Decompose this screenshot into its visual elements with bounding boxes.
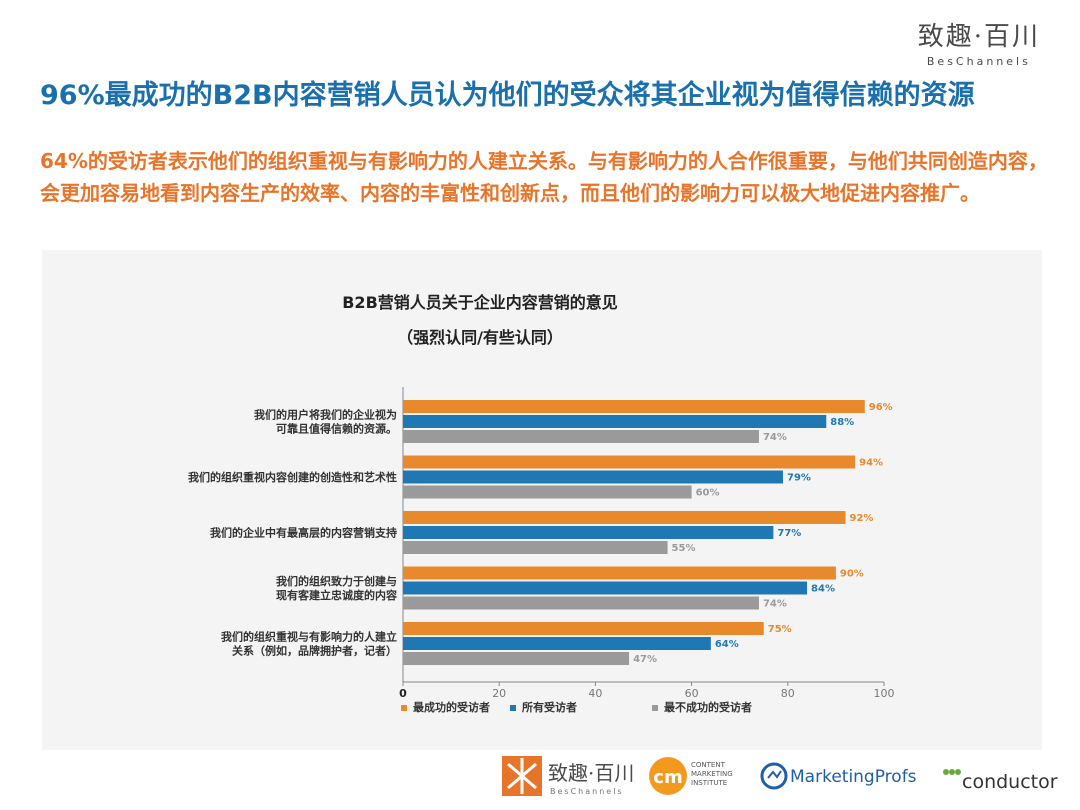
chart-title: B2B营销人员关于企业内容营销的意见 [342, 293, 618, 312]
logo-cmi-line2: MARKETING [691, 770, 733, 778]
logo-conductor-text: conductor [962, 771, 1058, 793]
brand-name-cn: 致趣·百川 [917, 22, 1040, 52]
data-label: 84% [811, 584, 835, 595]
cmi-logo: cm CONTENT MARKETING INSTITUTE [649, 757, 733, 795]
category-label: 可靠且值得信赖的资源。 [276, 422, 397, 436]
bar [403, 511, 846, 524]
category-label: 关系（例如，品牌拥护者，记者） [232, 644, 397, 658]
brand-logo: 致趣·百川 BesChannels [918, 16, 1040, 68]
x-tick-label: 0 [399, 687, 407, 700]
data-label: 88% [830, 417, 854, 428]
category-label: 我们的用户将我们的企业视为 [254, 408, 397, 422]
logo-cmi-line3: INSTITUTE [691, 779, 727, 787]
data-label: 60% [696, 488, 720, 499]
x-tick-label: 40 [588, 687, 602, 700]
bar [403, 485, 692, 499]
data-label: 77% [777, 528, 801, 539]
bar [403, 470, 783, 484]
x-tick-label: 100 [874, 687, 895, 700]
data-label: 94% [859, 458, 883, 469]
data-label: 92% [850, 513, 874, 524]
logo-cmi-mark: cm [653, 767, 682, 788]
logo-marketingprofs-text: MarketingProfs [790, 767, 917, 787]
page-headline: 96%最成功的B2B内容营销人员认为他们的受众将其企业视为值得信赖的资源 [40, 80, 975, 111]
category-label: 现有客建立忠诚度的内容 [276, 588, 397, 602]
legend-label: 最成功的受访者 [413, 700, 490, 714]
category-label: 我们的组织重视内容创建的创造性和艺术性 [188, 470, 397, 484]
bar [403, 541, 668, 554]
bar [403, 430, 759, 443]
category-label: 我们的企业中有最高层的内容营销支持 [210, 526, 397, 540]
data-label: 74% [763, 432, 787, 443]
marketingprofs-logo: MarketingProfs [760, 762, 917, 790]
bar [403, 581, 808, 595]
data-label: 74% [763, 599, 787, 610]
data-label: 96% [869, 402, 893, 413]
bar [403, 622, 764, 635]
brand-name-en: BesChannels [926, 55, 1031, 68]
beschannels-logo: 致趣·百川 BesChannels [502, 756, 634, 796]
x-tick-label: 60 [685, 687, 699, 700]
bar [403, 415, 827, 428]
bar [403, 455, 856, 469]
legend-swatch [652, 705, 658, 711]
legend-label: 最不成功的受访者 [664, 700, 752, 714]
logo-cmi-line1: CONTENT [691, 761, 726, 769]
chart-subtitle: （强烈认同/有些认同） [397, 328, 563, 347]
logo-beschannels-cn: 致趣·百川 [548, 761, 634, 785]
bar [403, 566, 836, 580]
category-label: 我们的组织重视与有影响力的人建立 [221, 630, 397, 644]
partner-logos: 致趣·百川 BesChannels cm CONTENT MARKETING I… [500, 752, 1060, 806]
bar [403, 400, 865, 413]
data-label: 47% [633, 654, 657, 665]
data-label: 55% [672, 543, 696, 554]
bar [403, 596, 759, 610]
category-label: 我们的组织致力于创建与 [276, 574, 397, 588]
chart-panel: B2B营销人员关于企业内容营销的意见 （强烈认同/有些认同） 0 20 40 60 80 10… [42, 250, 1042, 750]
bar [403, 637, 711, 650]
x-tick-label: 80 [781, 687, 795, 700]
legend-swatch [510, 705, 516, 711]
legend-swatch [401, 705, 407, 711]
legend-label: 所有受访者 [522, 700, 577, 714]
page-subtext: 64%的受访者表示他们的组织重视与有影响力的人建立关系。与有影响力的人合作很重要… [40, 149, 1048, 205]
bar [403, 652, 630, 665]
logo-beschannels-en: BesChannels [550, 787, 624, 796]
data-label: 75% [768, 624, 792, 635]
data-label: 64% [715, 639, 739, 650]
bar-chart: B2B营销人员关于企业内容营销的意见 （强烈认同/有些认同） 0 20 40 60 80 10… [188, 293, 895, 714]
x-tick-label: 20 [492, 687, 506, 700]
bar [403, 526, 774, 539]
conductor-logo: conductor [943, 769, 1058, 793]
data-label: 90% [840, 569, 864, 580]
data-label: 79% [787, 473, 811, 484]
